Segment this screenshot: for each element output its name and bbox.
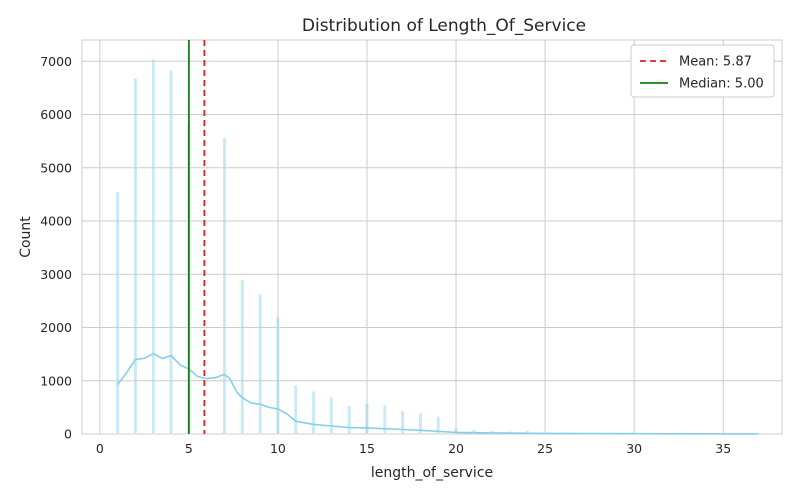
histogram-bar: [115, 191, 120, 435]
histogram-bar: [133, 78, 138, 435]
histogram-bar: [151, 59, 155, 435]
histogram-bar: [293, 384, 298, 435]
histogram-bar: [400, 410, 405, 435]
y-axis-label: Count: [18, 216, 34, 258]
y-tick-label: 1000: [40, 373, 72, 388]
reference-lines: [187, 40, 206, 434]
y-tick-label: 0: [64, 427, 72, 442]
y-tick-label: 6000: [40, 107, 72, 122]
legend-box: [630, 44, 775, 98]
y-tick-label: 7000: [40, 54, 72, 69]
legend-label: Mean: 5.87: [679, 55, 752, 70]
y-tick-label: 2000: [40, 320, 72, 335]
x-tick-label: 30: [626, 441, 642, 456]
y-tick-label: 4000: [40, 214, 72, 229]
histogram-bar: [222, 137, 227, 435]
histogram-bar: [454, 427, 458, 435]
x-tick-label: 0: [96, 441, 104, 456]
y-tick-label: 5000: [40, 160, 72, 175]
x-tick-label: 20: [448, 441, 464, 456]
chart-title: Distribution of Length_Of_Service: [302, 16, 586, 36]
plot-background: [81, 39, 783, 435]
legend-label: Median: 5.00: [679, 77, 764, 92]
x-tick-label: 5: [185, 441, 193, 456]
kde-curve: [116, 352, 759, 435]
histogram-bar: [329, 397, 334, 435]
histogram-bar: [258, 293, 262, 435]
histogram-bar: [347, 405, 351, 435]
x-tick-label: 35: [715, 441, 731, 456]
histogram-bar: [418, 413, 423, 435]
x-tick-labels: 0 5 10 15 20 25 30 35: [96, 441, 731, 456]
histogram-bar: [276, 317, 280, 435]
histogram-bar: [365, 402, 369, 435]
y-tick-labels: 0 1000 2000 3000 4000 5000 6000 7000: [40, 54, 72, 442]
histogram-bar: [169, 70, 173, 435]
x-axis-label: length_of_service: [371, 465, 493, 481]
x-tick-label: 15: [359, 441, 375, 456]
histogram-bar: [436, 416, 440, 435]
histogram-bar: [383, 405, 387, 435]
histogram-bar: [311, 391, 316, 435]
y-tick-label: 3000: [40, 267, 72, 282]
x-tick-label: 25: [537, 441, 553, 456]
legend: Mean: 5.87 Median: 5.00: [630, 44, 775, 98]
histogram-bar: [240, 279, 245, 435]
x-tick-label: 10: [270, 441, 286, 456]
y-gridlines: [82, 60, 782, 435]
